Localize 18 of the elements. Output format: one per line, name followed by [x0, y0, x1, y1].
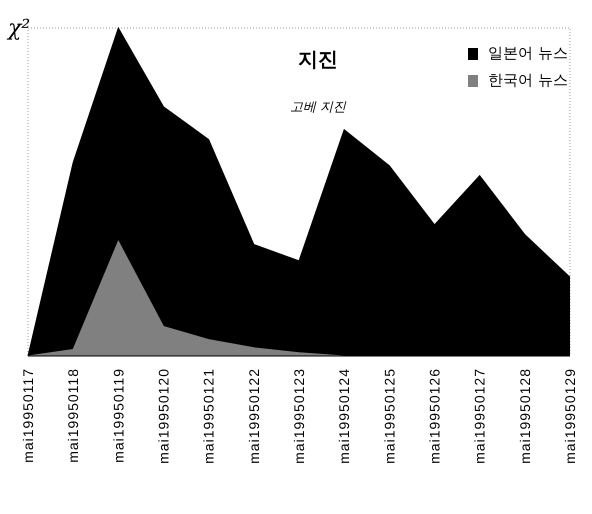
legend-label: 한국어 뉴스 — [488, 71, 568, 90]
x-tick-label: mai19950123 — [291, 368, 307, 464]
x-tick-label: mai19950117 — [20, 368, 36, 463]
x-tick-label: mai19950122 — [246, 368, 262, 464]
x-tick-label: mai19950126 — [426, 368, 442, 464]
x-tick-label: mai19950120 — [156, 368, 172, 464]
x-tick-label: mai19950124 — [336, 368, 352, 464]
x-tick-label: mai19950119 — [110, 368, 126, 463]
text: 지진 — [297, 46, 339, 73]
legend-label: 일본어 뉴스 — [488, 44, 568, 63]
x-tick-label: mai19950125 — [381, 368, 398, 464]
x-tick-label: mai19950118 — [65, 368, 82, 463]
text: 고베 지진 — [288, 99, 348, 116]
x-tick-label: mai19950127 — [472, 368, 488, 464]
x-tick-label: mai19950121 — [200, 368, 217, 464]
y-axis-title: χ² — [8, 16, 30, 41]
x-tick-label: mai19950128 — [516, 368, 533, 464]
x-tick-label: mai19950129 — [562, 368, 578, 464]
